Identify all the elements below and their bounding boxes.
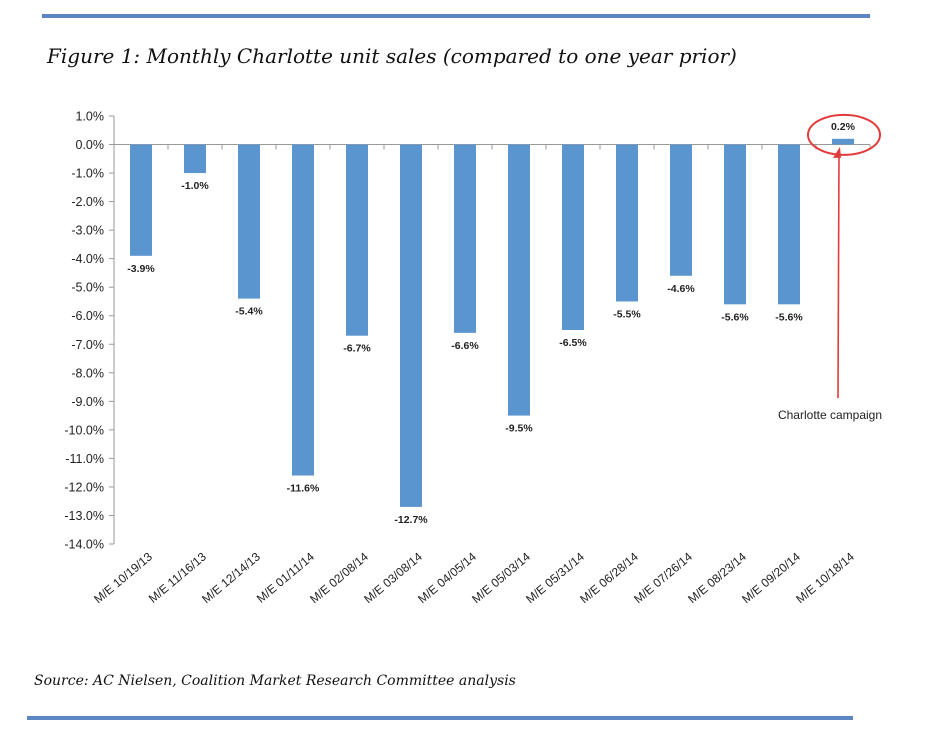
bottom-rule — [27, 716, 853, 720]
x-tick-label: M/E 09/20/14 — [739, 549, 803, 606]
data-label: -3.9% — [127, 263, 155, 275]
bar — [724, 144, 746, 305]
x-tick-label: M/E 08/23/14 — [685, 549, 749, 606]
bar — [778, 144, 800, 305]
y-tick-label: -5.0% — [71, 281, 104, 295]
y-tick-label: -8.0% — [71, 366, 104, 380]
data-label: -5.6% — [721, 311, 749, 323]
y-tick-label: -2.0% — [71, 195, 104, 209]
bar — [184, 144, 206, 174]
y-tick-label: -1.0% — [71, 167, 104, 181]
y-tick-label: -6.0% — [71, 309, 104, 323]
y-tick-label: -4.0% — [71, 252, 104, 266]
y-tick-label: 0.0% — [76, 138, 105, 152]
annotation-label: Charlotte campaign — [778, 408, 882, 422]
data-label: -11.6% — [287, 483, 320, 495]
x-tick-label: M/E 10/18/14 — [793, 549, 857, 606]
data-label: -9.5% — [505, 423, 533, 435]
data-label: -4.6% — [667, 283, 695, 295]
y-tick-label: -3.0% — [71, 224, 104, 238]
data-label: -5.6% — [775, 311, 803, 323]
x-tick-label: M/E 10/19/13 — [91, 549, 155, 606]
data-label: -5.5% — [613, 308, 641, 320]
bar — [508, 144, 530, 416]
source-note: Source: AC Nielsen, Coalition Market Res… — [34, 673, 516, 689]
data-label: -5.4% — [235, 306, 263, 318]
data-label: -6.5% — [559, 337, 587, 349]
bar — [130, 144, 152, 256]
highlight-circle — [807, 113, 881, 156]
y-tick-label: -10.0% — [64, 423, 104, 437]
y-tick-label: 1.0% — [76, 110, 105, 124]
data-label: -6.7% — [343, 343, 371, 355]
top-rule — [42, 14, 870, 18]
annotation-arrow — [837, 150, 840, 399]
data-label: -1.0% — [181, 180, 209, 192]
data-label: -12.7% — [394, 514, 428, 526]
x-tick-label: M/E 03/08/14 — [361, 549, 425, 606]
x-tick-label: M/E 05/03/14 — [469, 549, 533, 606]
bar — [832, 138, 854, 145]
y-tick-label: -11.0% — [65, 452, 104, 466]
bar — [292, 144, 314, 476]
bar — [238, 144, 260, 299]
data-label: 0.2% — [831, 121, 856, 133]
bar — [400, 144, 422, 507]
x-tick-label: M/E 07/26/14 — [631, 549, 695, 606]
y-tick-label: -9.0% — [71, 395, 104, 409]
data-label: -6.6% — [451, 340, 479, 352]
bar — [454, 144, 476, 333]
y-tick-label: -14.0% — [64, 538, 104, 552]
bar — [346, 144, 368, 336]
x-tick-label: M/E 06/28/14 — [577, 549, 641, 606]
bar — [616, 144, 638, 302]
bar — [670, 144, 692, 276]
x-tick-label: M/E 05/31/14 — [523, 549, 587, 606]
x-tick-label: M/E 12/14/13 — [199, 549, 263, 606]
bar — [562, 144, 584, 330]
y-tick-label: -7.0% — [71, 338, 104, 352]
y-tick-label: -12.0% — [64, 480, 104, 494]
arrow-head — [833, 146, 841, 158]
x-tick-label: M/E 02/08/14 — [307, 549, 371, 606]
figure-title: Figure 1: Monthly Charlotte unit sales (… — [47, 44, 737, 68]
y-tick-label: -13.0% — [64, 509, 104, 523]
x-tick-label: M/E 04/05/14 — [415, 549, 479, 606]
